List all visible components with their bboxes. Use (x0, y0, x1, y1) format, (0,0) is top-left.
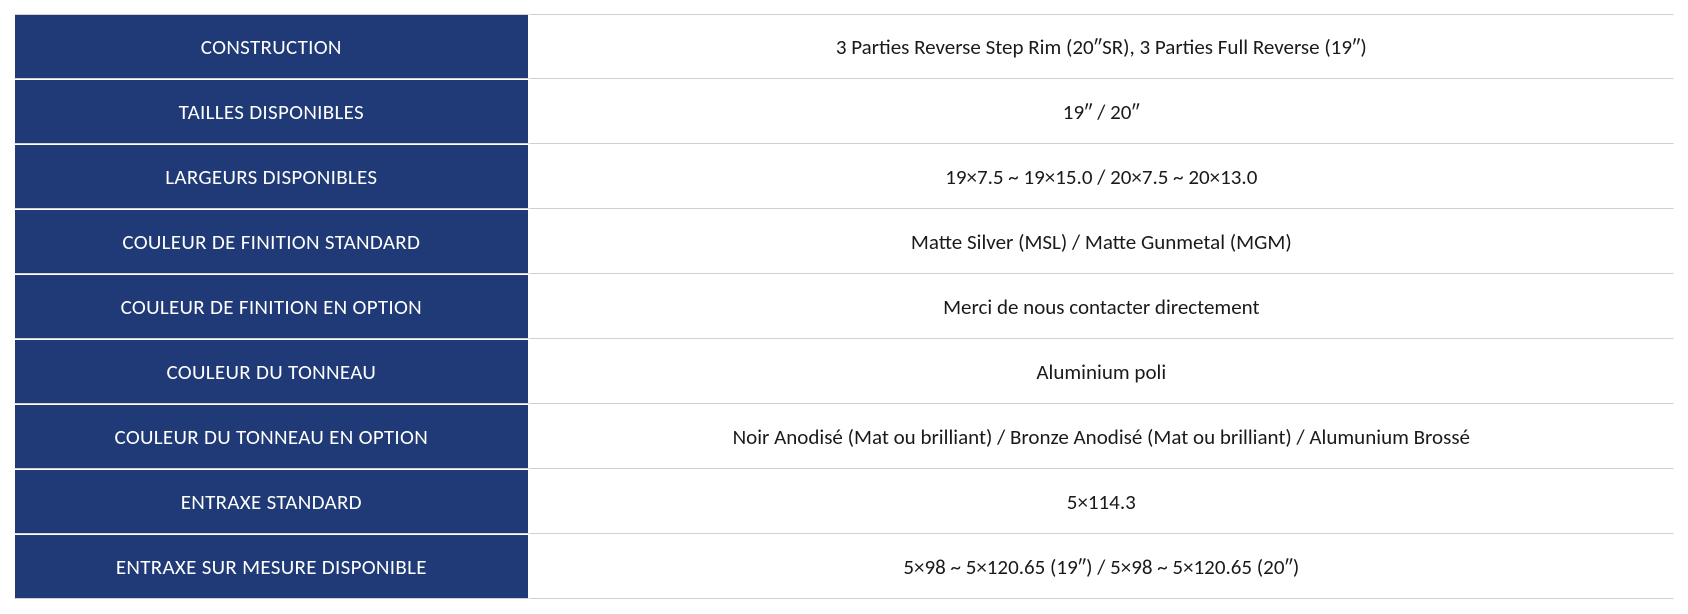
table-row: COULEUR DE FINITION EN OPTION Merci de n… (14, 274, 1674, 339)
table-row: COULEUR DU TONNEAU Aluminium poli (14, 339, 1674, 404)
spec-value: Noir Anodisé (Mat ou brilliant) / Bronze… (529, 404, 1674, 469)
table-row: TAILLES DISPONIBLES 19″ / 20″ (14, 79, 1674, 144)
spec-value: 19×7.5 ~ 19×15.0 / 20×7.5 ~ 20×13.0 (529, 144, 1674, 209)
spec-label: ENTRAXE STANDARD (14, 469, 529, 534)
spec-value: 5×98 ~ 5×120.65 (19″) / 5×98 ~ 5×120.65 … (529, 534, 1674, 599)
table-row: COULEUR DU TONNEAU EN OPTION Noir Anodis… (14, 404, 1674, 469)
spec-label: LARGEURS DISPONIBLES (14, 144, 529, 209)
spec-label: ENTRAXE SUR MESURE DISPONIBLE (14, 534, 529, 599)
table-row: ENTRAXE SUR MESURE DISPONIBLE 5×98 ~ 5×1… (14, 534, 1674, 599)
spec-value: 5×114.3 (529, 469, 1674, 534)
table-row: COULEUR DE FINITION STANDARD Matte Silve… (14, 209, 1674, 274)
spec-label: TAILLES DISPONIBLES (14, 79, 529, 144)
spec-value: Merci de nous contacter directement (529, 274, 1674, 339)
table-row: CONSTRUCTION 3 Parties Reverse Step Rim … (14, 14, 1674, 79)
spec-value: 19″ / 20″ (529, 79, 1674, 144)
spec-label: COULEUR DE FINITION EN OPTION (14, 274, 529, 339)
spec-value: 3 Parties Reverse Step Rim (20″SR), 3 Pa… (529, 14, 1674, 79)
table-row: LARGEURS DISPONIBLES 19×7.5 ~ 19×15.0 / … (14, 144, 1674, 209)
spec-label: COULEUR DU TONNEAU EN OPTION (14, 404, 529, 469)
spec-value: Aluminium poli (529, 339, 1674, 404)
table-row: ENTRAXE STANDARD 5×114.3 (14, 469, 1674, 534)
spec-label: CONSTRUCTION (14, 14, 529, 79)
spec-label: COULEUR DE FINITION STANDARD (14, 209, 529, 274)
spec-label: COULEUR DU TONNEAU (14, 339, 529, 404)
spec-table: CONSTRUCTION 3 Parties Reverse Step Rim … (14, 14, 1674, 599)
spec-value: Matte Silver (MSL) / Matte Gunmetal (MGM… (529, 209, 1674, 274)
